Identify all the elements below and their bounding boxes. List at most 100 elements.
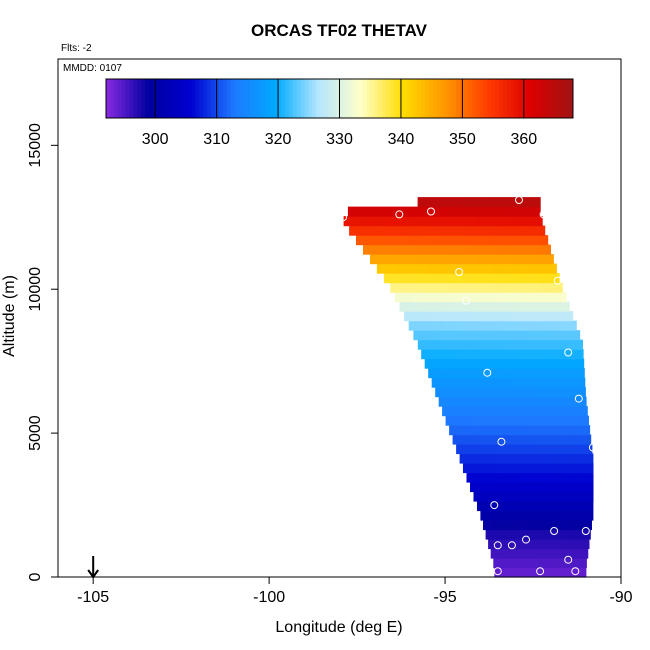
plot-frame — [57, 58, 622, 578]
heatmap-cell — [562, 330, 573, 341]
heatmap-cell — [445, 225, 456, 236]
heatmap-cell — [459, 244, 470, 255]
heatmap-cell — [558, 387, 568, 398]
colorbar-segment — [557, 79, 562, 118]
heatmap-cell — [502, 377, 512, 388]
heatmap-cell — [481, 368, 491, 379]
heatmap-cell — [384, 225, 394, 236]
heatmap-cell — [562, 311, 572, 322]
heatmap-cell — [510, 377, 521, 388]
heatmap-cell — [444, 206, 455, 217]
heatmap-cell — [507, 463, 517, 474]
heatmap-cell — [461, 387, 471, 398]
colorbar-segment — [491, 79, 496, 118]
heatmap-cell — [424, 244, 434, 255]
heatmap-cell — [468, 406, 478, 417]
heatmap-cell — [549, 539, 560, 550]
heatmap-cell — [532, 339, 542, 350]
heatmap-cell — [512, 529, 522, 540]
heatmap-cell — [421, 349, 431, 360]
heatmap-cell — [546, 377, 556, 388]
heatmap-cell — [459, 358, 470, 369]
heatmap-cell — [570, 444, 580, 455]
flight-marker — [564, 348, 573, 357]
heatmap-cell — [435, 206, 446, 217]
heatmap-cell — [532, 539, 542, 550]
heatmap-cell — [574, 358, 584, 369]
colorbar-segment — [265, 79, 270, 118]
colorbar-segment — [347, 79, 352, 118]
flight-marker — [574, 394, 583, 403]
heatmap-cell — [553, 349, 563, 360]
heatmap-cell — [489, 510, 499, 521]
heatmap-cell — [540, 339, 551, 350]
heatmap-cell — [523, 339, 533, 350]
flight-marker — [536, 567, 545, 576]
heatmap-cell — [468, 244, 478, 255]
heatmap-cell — [383, 206, 393, 217]
y-tick-label: 0 — [27, 572, 44, 581]
heatmap-cell — [573, 501, 584, 512]
colorbar-segment — [277, 79, 282, 118]
colorbar-segment — [320, 79, 325, 118]
heatmap-cell — [493, 254, 503, 265]
heatmap-cell — [472, 225, 482, 236]
heatmap-cell — [370, 216, 380, 227]
heatmap-cell — [554, 558, 565, 569]
heatmap-cell — [485, 529, 495, 540]
heatmap-cell — [437, 225, 447, 236]
heatmap-cell — [505, 320, 515, 331]
heatmap-cell — [457, 216, 468, 227]
heatmap-cell — [533, 368, 544, 379]
heatmap-cell — [521, 244, 531, 255]
heatmap-cell — [456, 396, 466, 407]
colorbar-segment — [518, 79, 523, 118]
colorbar-segment — [292, 79, 298, 118]
colorbar-segment — [288, 79, 294, 118]
colorbar-segment — [358, 79, 364, 118]
heatmap-cell — [475, 254, 485, 265]
heatmap-cell — [542, 368, 552, 379]
heatmap-cell — [473, 263, 484, 274]
heatmap-cell — [496, 301, 506, 312]
colorbar-segment — [316, 79, 321, 118]
heatmap-cell — [519, 558, 530, 569]
heatmap-cell — [587, 548, 589, 559]
heatmap-cell — [417, 235, 427, 246]
heatmap-cell — [536, 311, 546, 322]
heatmap-cell — [463, 225, 473, 236]
colorbar-tick-label: 360 — [510, 131, 537, 148]
heatmap-cell — [456, 292, 466, 303]
heatmap-cell — [529, 453, 540, 464]
heatmap-cell — [401, 225, 412, 236]
heatmap-cell — [530, 244, 540, 255]
heatmap-cell — [398, 244, 408, 255]
heatmap-cell — [430, 311, 440, 322]
heatmap-cell — [567, 339, 577, 350]
heatmap-cell — [501, 254, 512, 265]
heatmap-cell — [507, 273, 517, 284]
heatmap-cell — [477, 406, 487, 417]
heatmap-cell — [545, 472, 556, 483]
heatmap-cell — [528, 472, 538, 483]
heatmap-cell — [510, 472, 520, 483]
heatmap-cell — [458, 377, 468, 388]
heatmap-cell — [414, 216, 424, 227]
heatmap-cell — [495, 244, 505, 255]
heatmap-cell — [394, 292, 405, 303]
heatmap-cell — [480, 463, 490, 474]
heatmap-cell — [564, 501, 575, 512]
heatmap-cell — [466, 472, 476, 483]
heatmap-cell — [562, 349, 572, 360]
heatmap-cell — [582, 567, 587, 578]
flight-marker — [490, 501, 499, 510]
heatmap-cell — [514, 434, 524, 445]
heatmap-cell — [500, 292, 510, 303]
heatmap-cell — [357, 225, 368, 236]
heatmap-cell — [491, 491, 501, 502]
heatmap-cell — [537, 425, 547, 436]
heatmap-cell — [547, 501, 557, 512]
heatmap-cell — [558, 482, 568, 493]
heatmap-cell — [547, 529, 557, 540]
colorbar-segment — [164, 79, 169, 118]
